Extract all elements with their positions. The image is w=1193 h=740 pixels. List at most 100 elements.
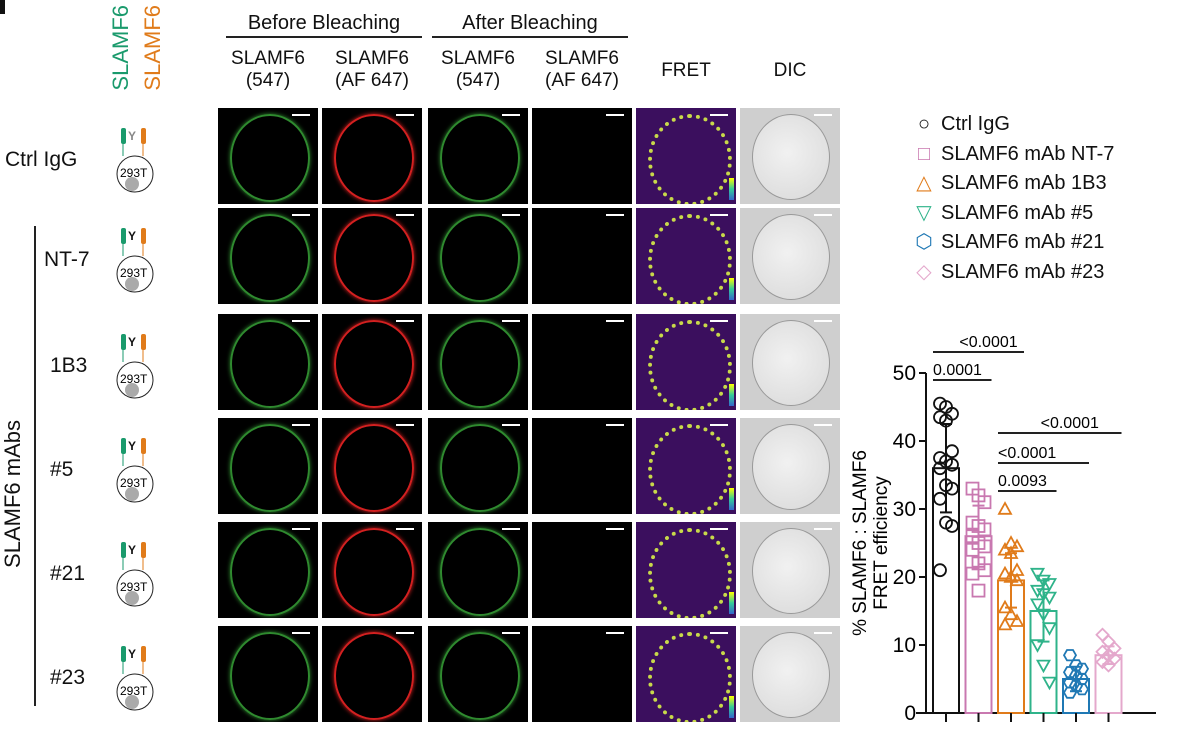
row-label: NT-7 xyxy=(44,248,90,271)
fluorescence-image xyxy=(532,208,632,304)
data-point xyxy=(1035,588,1052,602)
data-point xyxy=(1003,606,1019,621)
legend-marker-icon: ○ xyxy=(917,113,931,135)
fret-image xyxy=(636,208,736,304)
data-point xyxy=(977,495,992,510)
legend-marker-icon: △ xyxy=(916,172,932,194)
legend-item: ▽ SLAMF6 mAb #5 xyxy=(915,199,1114,229)
fluorescence-image xyxy=(428,626,528,722)
fluorescence-image xyxy=(218,626,318,722)
legend-marker-icon: □ xyxy=(917,142,931,165)
dic-image xyxy=(740,108,840,204)
y-tick-label: 30 xyxy=(893,498,916,521)
label-slamf6-orange: SLAMF6 xyxy=(140,5,165,91)
legend-label: Ctrl IgG xyxy=(941,113,1010,135)
data-point xyxy=(939,413,953,428)
p-value-label: 0.0093 xyxy=(998,473,1047,490)
fluorescence-image xyxy=(532,522,632,618)
legend-marker-icon: ◇ xyxy=(916,260,932,283)
y-tick-label: 10 xyxy=(893,634,916,657)
fret-image xyxy=(636,314,736,410)
data-point xyxy=(1035,659,1052,674)
fret-efficiency-chart: 0 10 20 30 40 50 % SLAMF6 : SLAMF6FRET efficie… xyxy=(850,334,1156,725)
svg-text:Y: Y xyxy=(128,335,136,349)
legend-label: SLAMF6 mAb 1B3 xyxy=(941,172,1107,194)
y-tick-label: 50 xyxy=(893,362,916,385)
fluorescence-image xyxy=(322,522,422,618)
group-after-bleaching: After Bleaching xyxy=(432,12,628,38)
mabs-bracket xyxy=(34,226,36,706)
data-point xyxy=(1062,649,1078,662)
svg-text:Y: Y xyxy=(128,647,136,661)
fluorescence-image xyxy=(322,626,422,722)
legend-item: ◇ SLAMF6 mAb #23 xyxy=(915,258,1114,288)
data-point xyxy=(945,481,959,496)
legend-label: SLAMF6 mAb #21 xyxy=(941,231,1105,253)
data-point xyxy=(1035,608,1052,623)
data-point xyxy=(1041,578,1058,592)
legend-item: ⬡ SLAMF6 mAb #21 xyxy=(915,228,1114,258)
data-point xyxy=(933,563,947,578)
svg-text:Y: Y xyxy=(128,543,136,557)
cell-schematic-icon: Y 293T xyxy=(115,334,165,409)
data-point xyxy=(1035,574,1052,589)
data-point xyxy=(965,542,980,557)
y-tick-label: 40 xyxy=(893,430,916,453)
fluorescence-image xyxy=(322,108,422,204)
fluorescence-image xyxy=(428,522,528,618)
p-value-label: <0.0001 xyxy=(998,445,1056,462)
data-point xyxy=(1095,627,1110,643)
data-point xyxy=(945,444,959,459)
svg-text:293T: 293T xyxy=(120,476,148,490)
row-label: #5 xyxy=(50,458,74,481)
data-point xyxy=(1029,567,1046,582)
data-point xyxy=(945,519,959,533)
row-label: #21 xyxy=(50,562,86,585)
data-point xyxy=(971,583,986,598)
data-point xyxy=(933,461,947,476)
fret-image xyxy=(636,626,736,722)
column-header: SLAMF6 (547) xyxy=(441,48,515,91)
column-header: DIC xyxy=(773,60,807,81)
data-point xyxy=(1029,598,1046,613)
fret-image xyxy=(636,522,736,618)
data-point xyxy=(1095,654,1110,670)
row-label: 1B3 xyxy=(50,354,88,377)
fluorescence-image xyxy=(322,418,422,514)
fluorescence-image xyxy=(218,522,318,618)
cell-schematic-icon: Y 293T xyxy=(115,542,165,617)
fluorescence-image xyxy=(218,108,318,204)
data-point xyxy=(1074,683,1090,696)
p-value-label: <0.0001 xyxy=(959,334,1017,351)
p-value-label: <0.0001 xyxy=(1041,415,1099,432)
fret-image xyxy=(636,108,736,204)
dic-image xyxy=(740,522,840,618)
label-slamf6-mabs: SLAMF6 mAbs xyxy=(0,420,25,568)
data-point xyxy=(1003,569,1019,583)
legend: ○ Ctrl IgG □ SLAMF6 mAb NT-7 △ SLAMF6 mAb 1B3… xyxy=(915,110,1114,287)
svg-text:293T: 293T xyxy=(120,372,148,386)
svg-text:293T: 293T xyxy=(120,580,148,594)
data-point xyxy=(1029,639,1046,653)
fluorescence-image xyxy=(428,418,528,514)
svg-text:293T: 293T xyxy=(120,684,148,698)
data-point xyxy=(1029,584,1046,599)
svg-text:Y: Y xyxy=(128,439,136,453)
p-value-label: 0.0001 xyxy=(933,362,982,379)
y-tick-label: 0 xyxy=(904,702,916,725)
fluorescence-image xyxy=(218,418,318,514)
cell-schematic-icon: Y 293T xyxy=(115,438,165,513)
group-before-bleaching: Before Bleaching xyxy=(226,12,422,38)
y-axis-label: % SLAMF6 : SLAMF6FRET efficiency xyxy=(850,450,892,636)
data-point xyxy=(1095,644,1110,660)
data-point xyxy=(1041,591,1058,606)
data-point xyxy=(1068,679,1084,692)
legend-marker-icon: ▽ xyxy=(916,201,932,224)
legend-item: ○ Ctrl IgG xyxy=(915,110,1114,140)
row-label: Ctrl IgG xyxy=(5,148,78,171)
data-point xyxy=(997,599,1013,614)
data-point xyxy=(997,541,1013,556)
data-point xyxy=(1062,686,1078,699)
data-point xyxy=(997,616,1013,631)
data-point xyxy=(1041,676,1058,691)
